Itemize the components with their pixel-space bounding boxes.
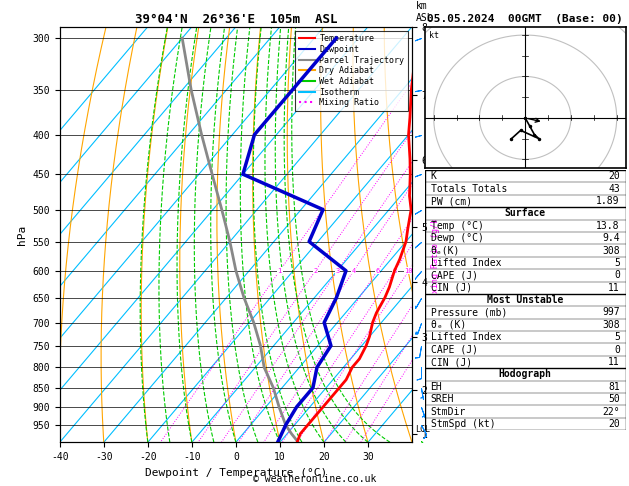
Text: 81: 81 [608,382,620,392]
Text: 5: 5 [614,258,620,268]
Text: Mixing Ratio (g/kg): Mixing Ratio (g/kg) [431,208,440,303]
Text: θₑ(K): θₑ(K) [431,245,460,256]
Text: 2: 2 [313,268,318,274]
Text: 0: 0 [614,345,620,355]
Text: StmDir: StmDir [431,406,466,417]
Bar [425,294,626,306]
Text: 3: 3 [335,268,340,274]
Text: Temp (°C): Temp (°C) [431,221,484,231]
Text: 308: 308 [602,320,620,330]
Text: 11: 11 [608,283,620,293]
Text: 6: 6 [376,268,379,274]
Text: © weatheronline.co.uk: © weatheronline.co.uk [253,473,376,484]
Text: 13.8: 13.8 [596,221,620,231]
Text: Lifted Index: Lifted Index [431,258,501,268]
Text: 1.89: 1.89 [596,196,620,206]
Text: 9.4: 9.4 [602,233,620,243]
Text: K: K [431,171,437,181]
Bar [425,368,626,381]
Text: 997: 997 [602,308,620,317]
Text: 22°: 22° [602,406,620,417]
Text: CAPE (J): CAPE (J) [431,270,477,280]
Text: kt: kt [429,31,439,40]
Title: 39°04'N  26°36'E  105m  ASL: 39°04'N 26°36'E 105m ASL [135,13,337,26]
Text: Hodograph: Hodograph [499,369,552,380]
Text: 0: 0 [614,270,620,280]
Text: CIN (J): CIN (J) [431,357,472,367]
Text: Totals Totals: Totals Totals [431,184,507,194]
Text: 8: 8 [392,268,397,274]
Text: 50: 50 [608,394,620,404]
Text: EH: EH [431,382,442,392]
Text: 43: 43 [608,184,620,194]
Text: SREH: SREH [431,394,454,404]
Legend: Temperature, Dewpoint, Parcel Trajectory, Dry Adiabat, Wet Adiabat, Isotherm, Mi: Temperature, Dewpoint, Parcel Trajectory… [296,31,408,110]
Text: PW (cm): PW (cm) [431,196,472,206]
Text: Pressure (mb): Pressure (mb) [431,308,507,317]
Text: 1: 1 [277,268,282,274]
Text: 5: 5 [614,332,620,342]
Text: 20: 20 [608,419,620,429]
Text: Most Unstable: Most Unstable [487,295,564,305]
Text: LCL: LCL [416,425,430,434]
Text: 20: 20 [608,171,620,181]
X-axis label: Dewpoint / Temperature (°C): Dewpoint / Temperature (°C) [145,468,327,478]
Text: 05.05.2024  00GMT  (Base: 00): 05.05.2024 00GMT (Base: 00) [427,14,623,24]
Text: 4: 4 [352,268,356,274]
Text: Lifted Index: Lifted Index [431,332,501,342]
Text: 11: 11 [608,357,620,367]
Y-axis label: hPa: hPa [17,225,27,244]
Text: 308: 308 [602,245,620,256]
Text: Dewp (°C): Dewp (°C) [431,233,484,243]
Bar [425,207,626,220]
Text: 10: 10 [404,268,413,274]
Text: StmSpd (kt): StmSpd (kt) [431,419,495,429]
Text: CIN (J): CIN (J) [431,283,472,293]
Text: CAPE (J): CAPE (J) [431,345,477,355]
Text: θₑ (K): θₑ (K) [431,320,466,330]
Text: km
ASL: km ASL [416,1,433,22]
Text: Surface: Surface [504,208,546,218]
